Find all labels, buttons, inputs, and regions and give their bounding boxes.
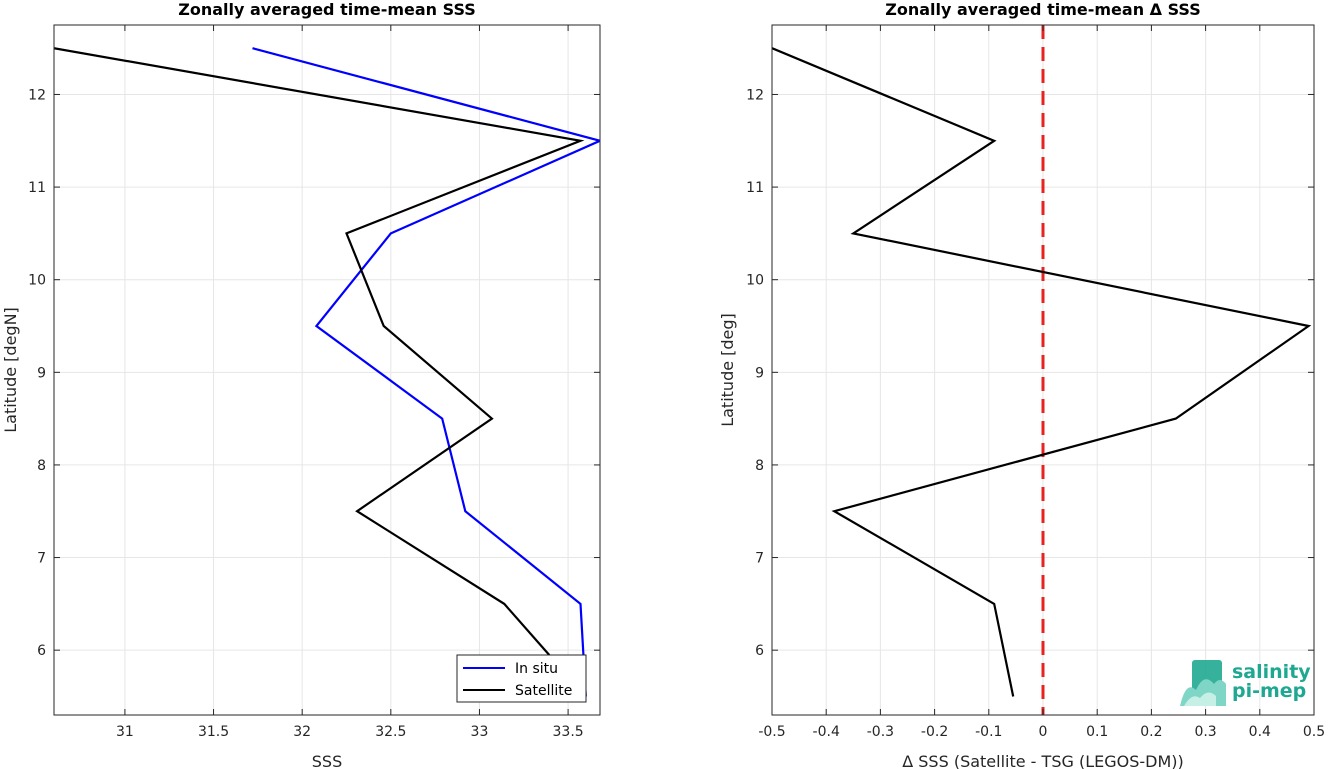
y-tick-label: 8 (37, 458, 46, 474)
left-plot-area (54, 25, 600, 715)
y-tick-label: 9 (755, 365, 764, 381)
right-y-axis-label: Latitude [deg] (718, 313, 737, 427)
in-situ-series-line (252, 47, 600, 697)
y-tick-label: 10 (746, 273, 764, 289)
x-tick-label: -0.2 (921, 724, 948, 740)
logo-text-salinity: salinity (1232, 661, 1311, 683)
left-ticks: 31 31.5 32 32.5 33 33.5 6 7 8 9 10 11 12 (28, 25, 600, 740)
logo-text-pi-mep: pi-mep (1232, 680, 1306, 702)
right-x-axis-label: Δ SSS (Satellite - TSG (LEGOS-DM)) (902, 752, 1184, 769)
x-tick-label: 0.2 (1140, 724, 1162, 740)
y-tick-label: 10 (28, 273, 46, 289)
salinity-pi-mep-logo: salinity pi-mep (1180, 660, 1311, 706)
left-y-axis-label: Latitude [degN] (1, 307, 20, 433)
right-chart-panel: -0.5 -0.4 -0.3 -0.2 -0.1 0 0.1 0.2 0.3 0.4 0.5 6 7 8 9… (718, 0, 1325, 769)
x-tick-label: -0.4 (813, 724, 840, 740)
y-tick-label: 6 (755, 643, 764, 659)
right-series-group (772, 47, 1312, 697)
y-tick-label: 12 (746, 87, 764, 103)
x-tick-label: 0 (1039, 724, 1048, 740)
x-tick-label: 0.3 (1194, 724, 1216, 740)
x-tick-label: -0.1 (975, 724, 1002, 740)
left-grid (54, 25, 600, 715)
legend-label-satellite: Satellite (515, 683, 572, 699)
x-tick-label: -0.3 (867, 724, 894, 740)
left-plot-frame (53, 24, 601, 716)
y-tick-label: 9 (37, 365, 46, 381)
left-series-group (54, 47, 600, 698)
x-tick-label: 31.5 (198, 724, 229, 740)
wave-logo-icon (1180, 660, 1226, 706)
legend-label-in-situ: In situ (515, 661, 558, 677)
left-chart-panel: 31 31.5 32 32.5 33 33.5 6 7 8 9 10 11 12 Zonally ave… (1, 0, 601, 769)
y-tick-label: 12 (28, 87, 46, 103)
x-tick-label: 0.5 (1303, 724, 1325, 740)
y-tick-label: 7 (755, 551, 764, 567)
right-chart-title: Zonally averaged time-mean Δ SSS (885, 0, 1201, 19)
y-tick-label: 6 (37, 643, 46, 659)
x-tick-label: 32.5 (375, 724, 406, 740)
x-tick-label: 33.5 (553, 724, 584, 740)
delta-sss-series-line (772, 47, 1312, 697)
legend-box (456, 654, 587, 703)
x-tick-label: 33 (471, 724, 489, 740)
satellite-series-line (54, 47, 587, 698)
y-tick-label: 7 (37, 551, 46, 567)
y-tick-label: 11 (28, 180, 46, 196)
legend: In situ Satellite (456, 654, 587, 703)
x-tick-label: 31 (116, 724, 134, 740)
x-tick-label: 32 (293, 724, 311, 740)
x-tick-label: -0.5 (758, 724, 785, 740)
x-tick-label: 0.1 (1086, 724, 1108, 740)
x-tick-label: 0.4 (1249, 724, 1271, 740)
y-tick-label: 8 (755, 458, 764, 474)
left-x-axis-label: SSS (312, 752, 342, 769)
y-tick-label: 11 (746, 180, 764, 196)
right-ticks: -0.5 -0.4 -0.3 -0.2 -0.1 0 0.1 0.2 0.3 0.4 0.5 6 7 8 9… (746, 25, 1325, 740)
left-chart-title: Zonally averaged time-mean SSS (178, 0, 476, 19)
